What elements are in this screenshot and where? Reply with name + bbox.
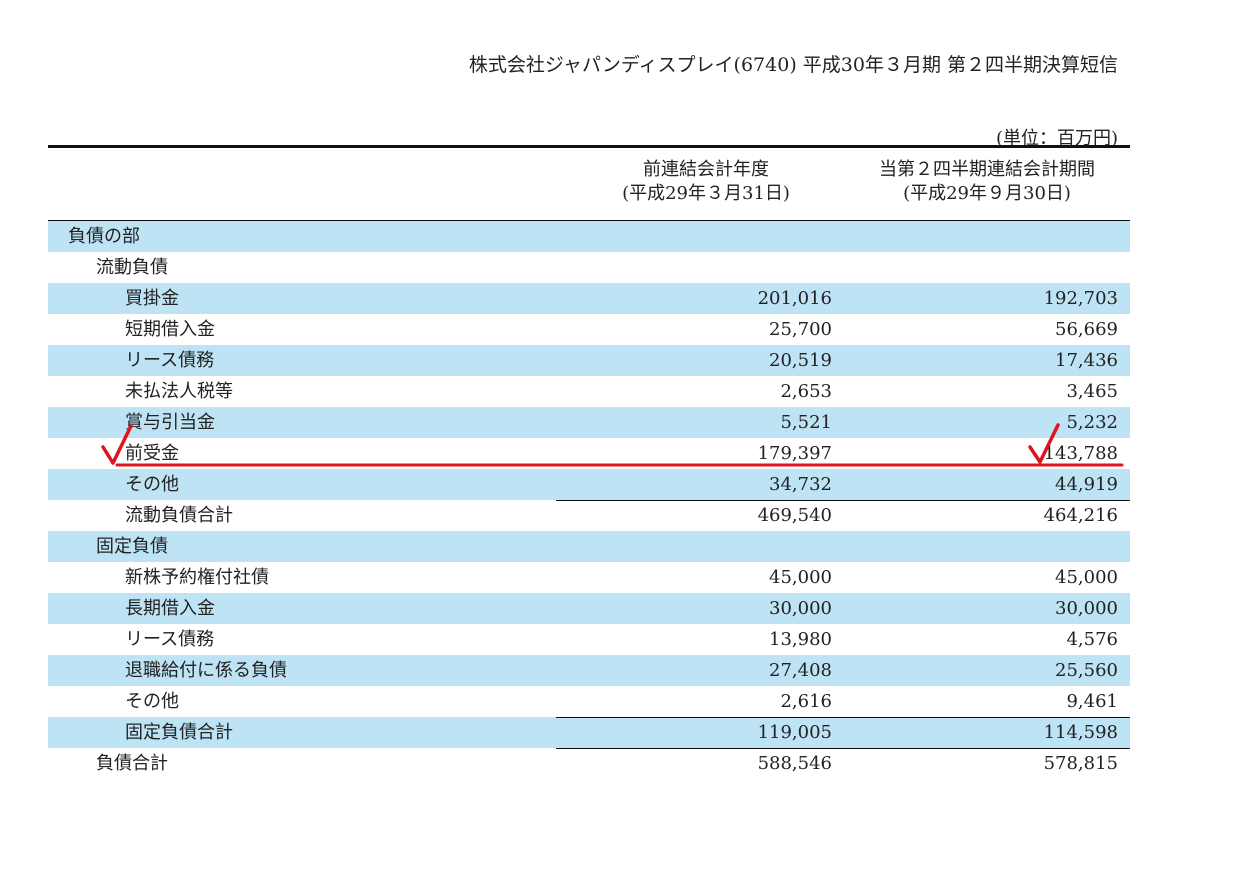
value-current-quarter: 192,703 [1043,288,1118,309]
column-header-date: (平成29年３月31日) [622,183,790,204]
value-prior-year: 13,980 [769,629,832,650]
row-label: 長期借入金 [125,598,215,619]
row-label: 負債合計 [96,753,168,774]
value-current-quarter: 44,919 [1055,474,1118,495]
value-prior-year: 45,000 [769,567,832,588]
value-prior-year: 5,521 [780,412,832,433]
table-row: 長期借入金 30,000 30,000 [48,593,1130,624]
table-row: 短期借入金 25,700 56,669 [48,314,1130,345]
value-current-quarter: 464,216 [1043,505,1118,526]
row-label: 未払法人税等 [125,381,233,402]
header-rule [48,220,1130,221]
subtotal-row: 固定負債合計 119,005 114,598 [48,717,1130,748]
row-label: リース債務 [125,350,215,371]
value-prior-year: 30,000 [769,598,832,619]
value-prior-year: 2,616 [780,691,832,712]
column-header-current-quarter: 当第２四半期連結会計期間 (平成29年９月30日) [843,158,1131,206]
value-current-quarter: 3,465 [1066,381,1118,402]
value-prior-year: 34,732 [769,474,832,495]
table-row: 負債の部 [48,221,1130,252]
row-label: 新株予約権付社債 [125,567,269,588]
row-label: 負債の部 [68,226,140,247]
value-prior-year: 119,005 [757,722,832,743]
total-row: 負債合計 588,546 578,815 [48,748,1130,779]
column-header-prior-year: 前連結会計年度 (平成29年３月31日) [556,158,856,206]
table-row: その他 34,732 44,919 [48,469,1130,500]
column-header-title: 前連結会計年度 [643,159,769,180]
value-prior-year: 201,016 [757,288,832,309]
value-current-quarter: 30,000 [1055,598,1118,619]
value-current-quarter: 17,436 [1055,350,1118,371]
table-row: 流動負債 [48,252,1130,283]
value-prior-year: 469,540 [757,505,832,526]
table-row: 買掛金 201,016 192,703 [48,283,1130,314]
table-row: 固定負債 [48,531,1130,562]
table-row: 賞与引当金 5,521 5,232 [48,407,1130,438]
row-label: 流動負債合計 [125,505,233,526]
row-label: その他 [125,474,179,495]
value-current-quarter: 25,560 [1055,660,1118,681]
top-rule [48,145,1130,148]
row-label: 固定負債合計 [125,722,233,743]
row-label: 前受金 [125,443,179,464]
liabilities-table: 負債の部 流動負債 買掛金 201,016 192,703 短期借入金 25,7… [48,221,1130,779]
row-label: 固定負債 [96,536,168,557]
value-current-quarter: 578,815 [1043,753,1118,774]
value-prior-year: 179,397 [757,443,832,464]
unit-label: (単位：百万円) [995,128,1118,149]
table-row: その他 2,616 9,461 [48,686,1130,717]
subtotal-row: 流動負債合計 469,540 464,216 [48,500,1130,531]
row-label: 賞与引当金 [125,412,215,433]
row-label: リース債務 [125,629,215,650]
value-current-quarter: 143,788 [1043,443,1118,464]
document-header-title: 株式会社ジャパンディスプレイ(6740) 平成30年３月期 第２四半期決算短信 [468,54,1118,76]
value-current-quarter: 9,461 [1066,691,1118,712]
table-row: リース債務 20,519 17,436 [48,345,1130,376]
value-prior-year: 27,408 [769,660,832,681]
row-label: その他 [125,691,179,712]
value-current-quarter: 56,669 [1055,319,1118,340]
value-current-quarter: 5,232 [1066,412,1118,433]
value-prior-year: 588,546 [757,753,832,774]
value-prior-year: 2,653 [780,381,832,402]
value-current-quarter: 4,576 [1066,629,1118,650]
column-header-title: 当第２四半期連結会計期間 [879,159,1095,180]
value-prior-year: 20,519 [769,350,832,371]
row-label: 短期借入金 [125,319,215,340]
table-row: リース債務 13,980 4,576 [48,624,1130,655]
value-current-quarter: 45,000 [1055,567,1118,588]
row-label: 買掛金 [125,288,179,309]
table-row: 前受金 179,397 143,788 [48,438,1130,469]
row-label: 流動負債 [96,257,168,278]
column-header-date: (平成29年９月30日) [903,183,1071,204]
table-row: 退職給付に係る負債 27,408 25,560 [48,655,1130,686]
table-row: 未払法人税等 2,653 3,465 [48,376,1130,407]
table-row: 新株予約権付社債 45,000 45,000 [48,562,1130,593]
value-current-quarter: 114,598 [1043,722,1118,743]
value-prior-year: 25,700 [769,319,832,340]
row-label: 退職給付に係る負債 [125,660,287,681]
